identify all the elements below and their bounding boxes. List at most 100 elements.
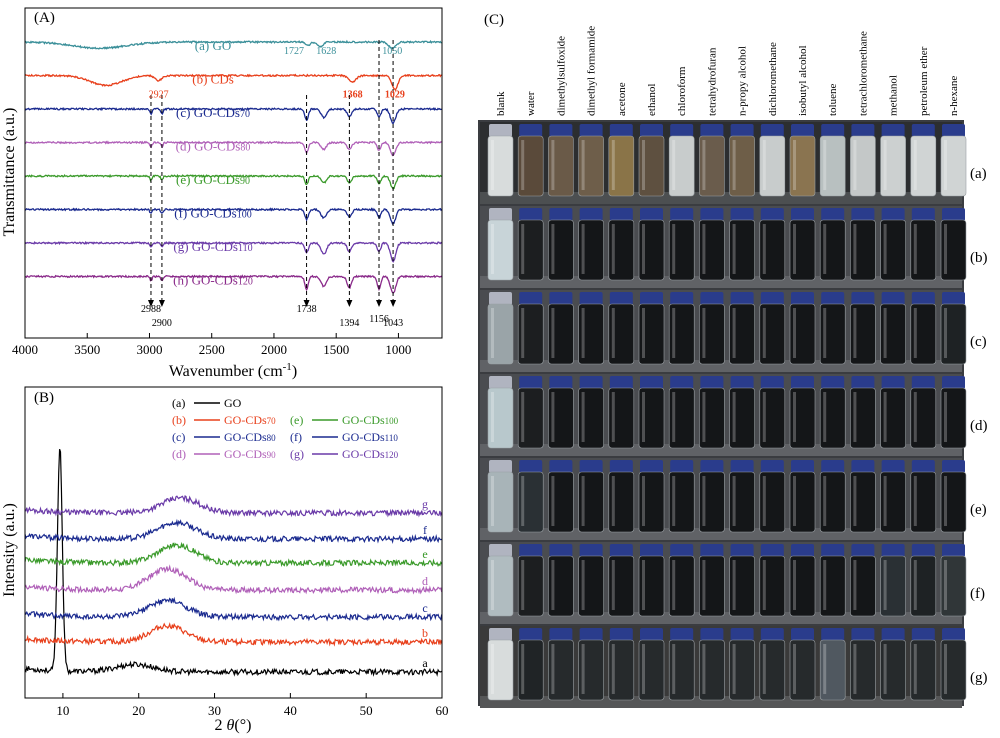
vial-body [940, 639, 967, 701]
ftir-guide-arrow [303, 300, 310, 307]
vial-glare [913, 224, 917, 274]
vial-body [668, 219, 695, 281]
vial-glare [762, 644, 766, 694]
vial-body [880, 639, 906, 701]
xrd-xlabel-theta: θ [227, 717, 235, 734]
vial-body [487, 639, 514, 701]
photo-row-label: (f) [970, 586, 985, 602]
solvent-header: methanol [888, 75, 900, 116]
panel-label-a: (A) [34, 10, 55, 26]
vial-glare [702, 308, 706, 358]
vial-glare [944, 140, 947, 190]
vial-glare [642, 476, 645, 526]
vial-body [729, 471, 755, 533]
ftir-peak-label: 2927 [149, 90, 169, 101]
vial-cap [489, 376, 512, 389]
vial-cap [700, 544, 724, 557]
vial-glare [642, 560, 645, 610]
ftir-peak-label: 1368 [343, 90, 363, 101]
vial-body [759, 219, 786, 281]
xrd-xlabel-prefix: 2 [215, 717, 227, 734]
vial-cap [881, 292, 905, 305]
solvent-headers-group: blank water dimethylsulfoxide dimethyl form… [495, 26, 960, 116]
vial-cap [821, 292, 845, 305]
xrd-xtick-label: 10 [56, 703, 69, 718]
photo-row-label: (a) [970, 166, 987, 182]
ftir-xtick-label: 1000 [385, 342, 411, 357]
vial-cap [942, 460, 965, 473]
vial-cap [760, 292, 784, 305]
vial-body [699, 303, 725, 365]
vial-cap [579, 292, 603, 305]
vial-body [517, 555, 544, 617]
solvent-header: petroleum ether [918, 46, 930, 116]
solvent-header: isobutyl alcohol [797, 45, 809, 116]
xrd-side-label-b: b [422, 626, 428, 640]
vial-cap [549, 376, 573, 389]
vial-body [638, 219, 665, 281]
xrd-side-label-a: a [422, 656, 428, 670]
vial-body [910, 219, 937, 281]
vial-glare [823, 392, 827, 442]
vial-glare [581, 140, 585, 190]
vial-body [789, 555, 816, 617]
vial-body [940, 303, 967, 365]
vial-cap [730, 628, 754, 641]
vial-cap [670, 124, 694, 137]
solvent-header: dimethyl formamide [586, 26, 598, 116]
vial-body [548, 387, 574, 449]
vial-body [819, 471, 846, 533]
vial-body [880, 303, 906, 365]
vial-glare [521, 392, 525, 442]
vial-cap [911, 124, 935, 137]
vial-glare [883, 560, 887, 610]
vial-glare [551, 224, 555, 274]
vial-cap [640, 544, 663, 557]
vial-body [699, 639, 725, 701]
vial-cap [640, 460, 663, 473]
photo-row-label: (d) [970, 418, 988, 434]
vial-glare [611, 560, 615, 610]
vial-body [638, 471, 665, 533]
vial-body [880, 135, 906, 197]
vial-glare [913, 140, 917, 190]
vial-body [668, 555, 695, 617]
vial-body [819, 387, 846, 449]
vial-glare [642, 392, 645, 442]
vial-body [910, 387, 937, 449]
vial-glare [581, 476, 585, 526]
vial-glare [883, 308, 887, 358]
vial-body [668, 303, 695, 365]
vial-cap [579, 124, 603, 137]
vial-cap [791, 124, 814, 137]
vial-body [699, 387, 725, 449]
vial-glare [732, 560, 736, 610]
vial-cap [670, 628, 694, 641]
vial-cap [760, 124, 784, 137]
vial-body [487, 135, 514, 197]
vial-cap [760, 460, 784, 473]
vial-body [638, 303, 665, 365]
vial-cap [489, 208, 512, 221]
vial-cap [851, 544, 875, 557]
vial-body [940, 219, 967, 281]
vial-body [789, 639, 816, 701]
vial-cap [881, 208, 905, 221]
xrd-series-a [24, 449, 443, 677]
xrd-side-label-d: d [422, 574, 428, 588]
vial-body [880, 555, 906, 617]
vial-body [517, 639, 544, 701]
vial-cap [881, 628, 905, 641]
vial-cap [791, 628, 814, 641]
vial-cap [911, 628, 935, 641]
vial-cap [942, 628, 965, 641]
vial-cap [549, 124, 573, 137]
vial-body [910, 471, 937, 533]
ftir-xtick-label: 3500 [74, 342, 100, 357]
ftir-series-d [24, 140, 443, 157]
ftir-peak-label: 1727 [284, 46, 304, 57]
ftir-plot-frame [24, 7, 443, 339]
vial-cap [821, 208, 845, 221]
ftir-xlabel: Wavenumber (cm-1) [169, 361, 297, 380]
ftir-peak-label: 1029 [385, 90, 405, 101]
